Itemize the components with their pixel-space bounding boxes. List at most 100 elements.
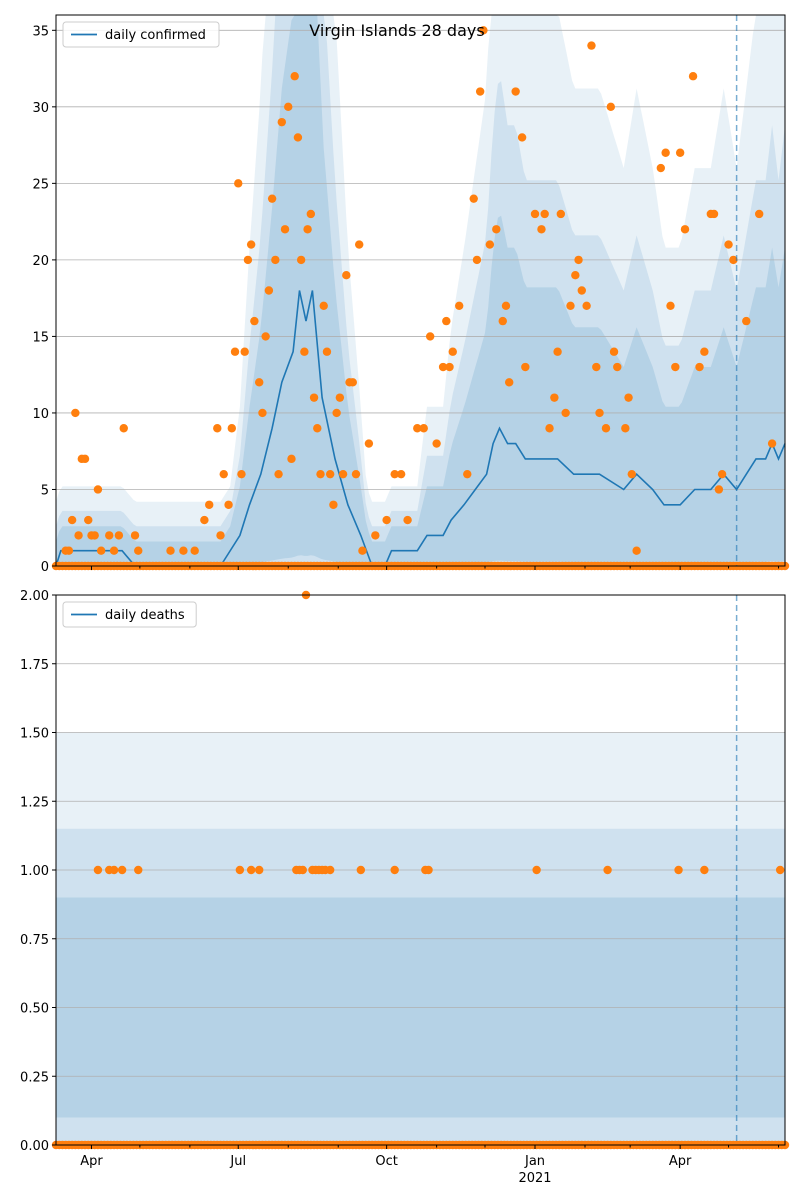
data-point <box>403 515 412 525</box>
data-point <box>93 865 103 875</box>
data-point <box>455 301 464 311</box>
data-point <box>250 316 259 326</box>
data-point <box>561 408 570 418</box>
x-year-label: 2021 <box>518 1171 551 1186</box>
data-point <box>190 546 199 555</box>
data-point <box>240 347 249 356</box>
data-point <box>296 255 306 265</box>
data-point <box>566 301 575 311</box>
data-point <box>74 531 83 540</box>
data-point <box>255 378 264 387</box>
data-point <box>448 347 457 356</box>
data-point <box>67 515 77 525</box>
data-point <box>574 255 583 265</box>
series-line <box>55 290 786 567</box>
deaths-axes: 0.00 0.25 0.50 0.75 1.00 1.25 1.50 1.75 2.00 Apr J… <box>20 589 780 1186</box>
data-point <box>364 439 374 448</box>
legend-box <box>62 601 197 628</box>
y-tick-label: 30 <box>32 101 49 116</box>
data-point <box>656 163 666 173</box>
data-point <box>479 26 488 35</box>
data-point <box>117 865 127 875</box>
data-point <box>271 255 280 265</box>
data-point <box>695 362 704 372</box>
data-point <box>348 378 357 387</box>
data-point <box>390 865 399 875</box>
data-point <box>213 424 222 433</box>
data-point <box>621 424 630 433</box>
data-point <box>114 531 124 540</box>
data-point <box>754 209 764 219</box>
data-point <box>205 500 214 509</box>
data-point <box>235 865 245 875</box>
data-point <box>717 469 727 479</box>
data-point <box>472 255 482 265</box>
data-point <box>577 286 586 295</box>
data-point <box>603 865 612 875</box>
y-tick-label: 0.25 <box>20 1070 49 1085</box>
confirmed-axes: 0 5 10 15 20 25 30 35 <box>32 24 780 575</box>
data-point <box>134 546 143 555</box>
data-point <box>332 408 341 418</box>
y-tick-label: 5 <box>41 483 49 498</box>
y-tick-label: 0.50 <box>20 1002 49 1017</box>
data-point <box>382 515 391 525</box>
data-point <box>700 865 709 875</box>
data-point <box>200 515 209 525</box>
data-point <box>511 87 520 96</box>
data-point <box>540 209 549 219</box>
deaths-legend: daily deaths <box>62 601 197 628</box>
data-point <box>356 865 366 875</box>
data-point <box>680 225 690 234</box>
y-tick-label: 0.75 <box>20 933 49 948</box>
data-point <box>280 225 290 234</box>
y-tick-label: 25 <box>32 177 49 192</box>
data-point <box>329 500 338 509</box>
data-point <box>335 393 345 402</box>
data-point <box>338 469 348 479</box>
data-point <box>553 347 562 356</box>
data-point <box>355 240 364 249</box>
data-point <box>688 72 698 81</box>
legend-box <box>62 21 220 48</box>
data-point <box>571 270 580 280</box>
data-point <box>463 469 472 479</box>
data-point <box>390 469 399 479</box>
data-point <box>475 87 485 96</box>
data-point <box>255 865 264 875</box>
data-point <box>609 347 619 356</box>
data-point <box>300 347 309 356</box>
data-point <box>306 209 316 219</box>
data-point <box>661 148 670 157</box>
data-point <box>582 301 591 311</box>
y-tick-label: 15 <box>32 330 49 345</box>
data-point <box>313 424 322 433</box>
data-point <box>492 225 501 234</box>
data-point <box>93 485 103 494</box>
data-point <box>666 301 675 311</box>
data-point <box>179 546 188 555</box>
data-point <box>556 209 566 219</box>
data-point <box>469 194 478 203</box>
data-point <box>729 255 738 265</box>
data-point <box>530 209 540 219</box>
data-point <box>425 332 435 341</box>
data-point <box>80 454 90 464</box>
y-tick-label: 1.25 <box>20 795 49 810</box>
y-tick-label: 0.00 <box>20 1139 49 1154</box>
data-point <box>290 72 299 81</box>
data-point <box>624 393 633 402</box>
data-point <box>587 41 596 50</box>
data-point <box>64 546 74 555</box>
data-point <box>284 102 293 112</box>
data-point <box>595 408 604 418</box>
data-point <box>237 469 246 479</box>
data-point <box>485 240 495 249</box>
legend-label: daily deaths <box>105 608 185 623</box>
data-point <box>84 515 93 525</box>
data-point <box>775 865 785 875</box>
data-point <box>219 469 228 479</box>
data-point <box>264 286 274 295</box>
data-point <box>714 485 724 494</box>
data-point <box>246 240 256 249</box>
